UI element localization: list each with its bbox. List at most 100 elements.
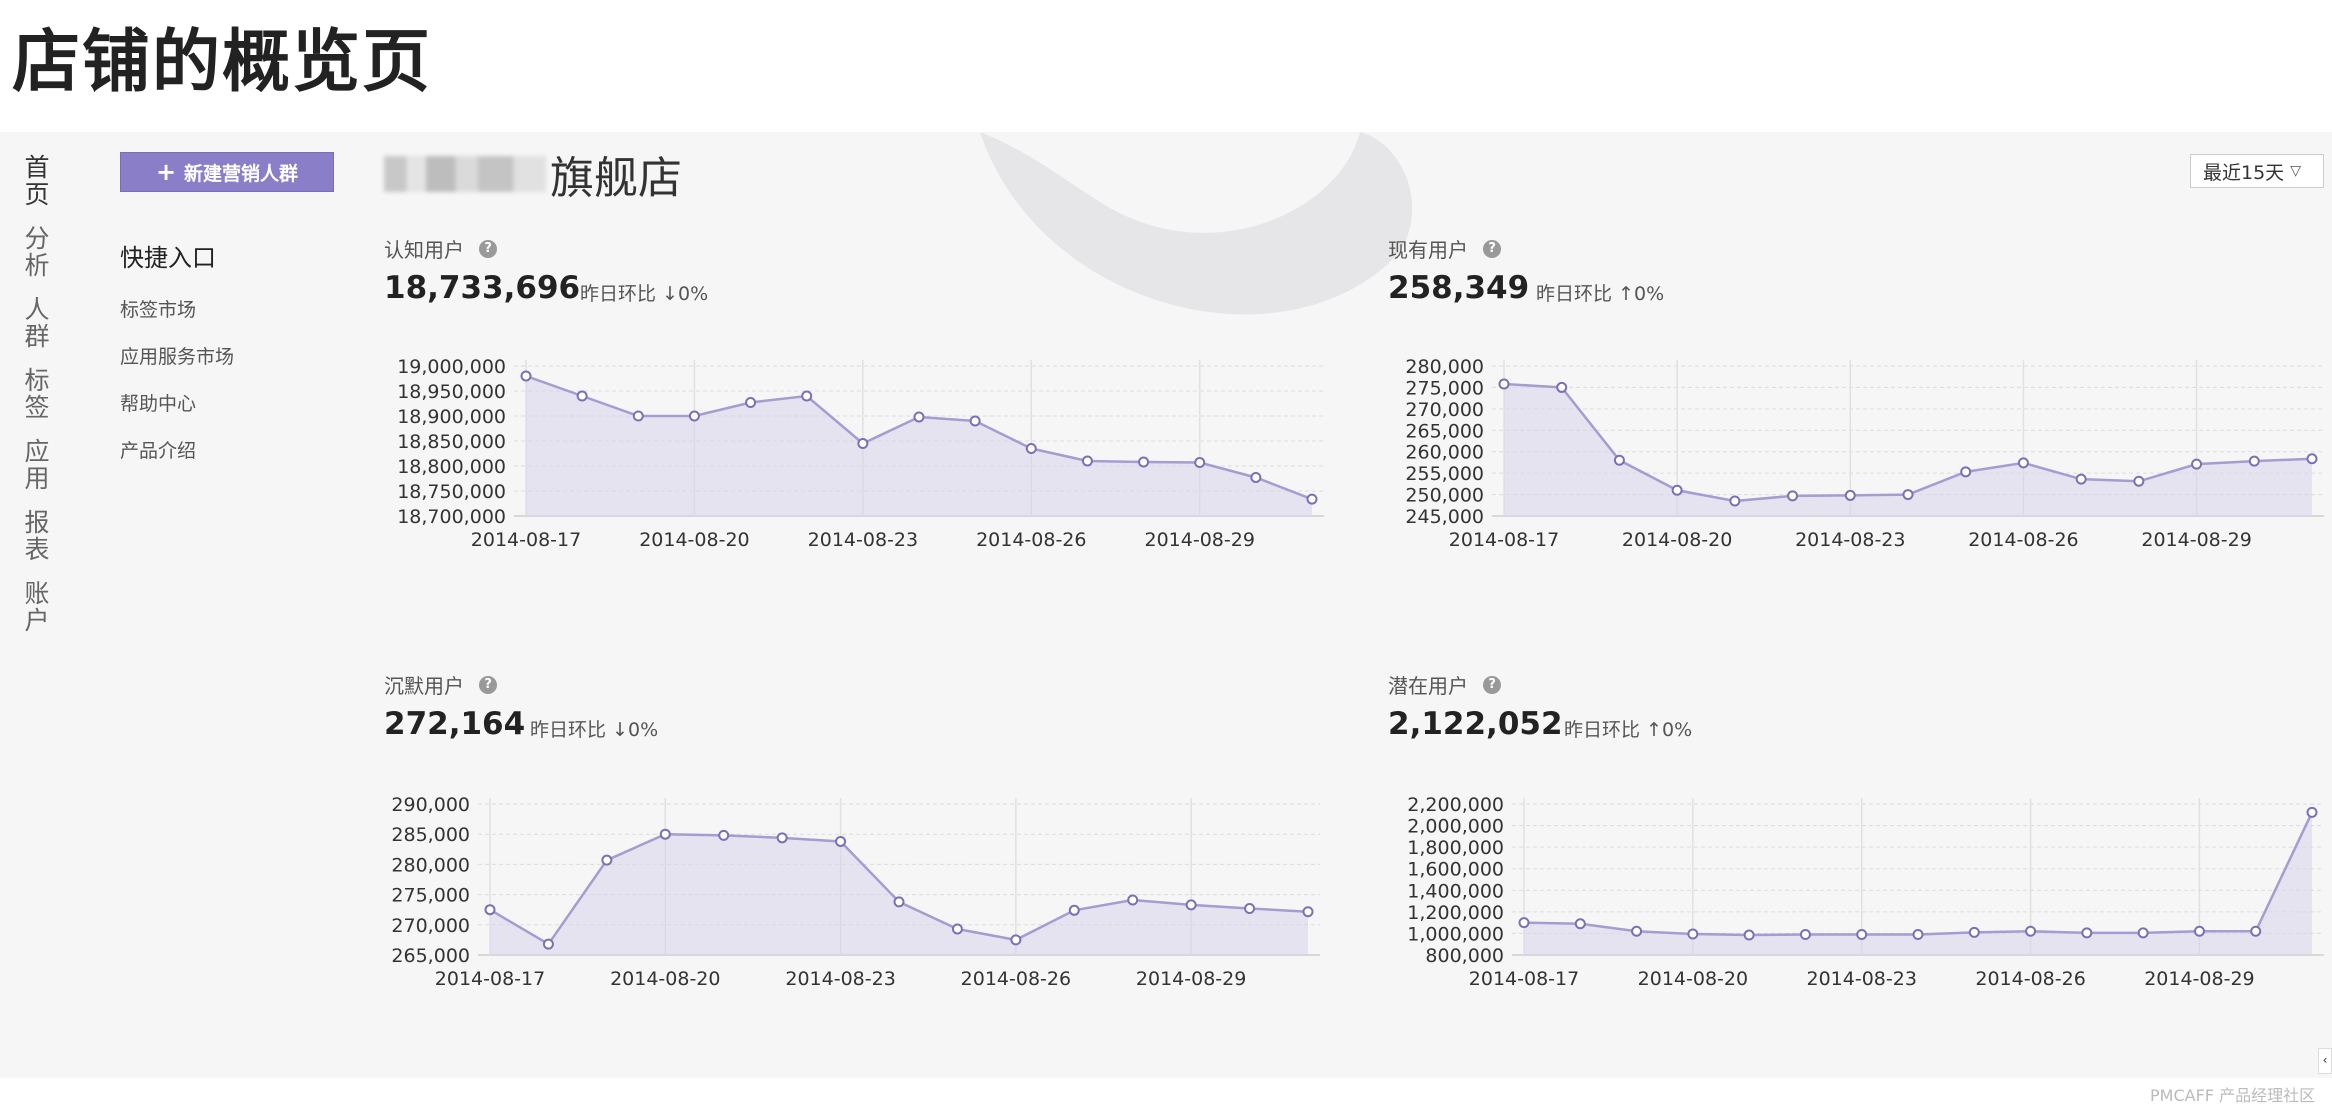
data-point [2137, 927, 2149, 939]
data-point [1556, 381, 1568, 393]
compare-label: 昨日环比 [1536, 283, 1613, 305]
y-tick-label: 275,000 [1405, 377, 1484, 399]
panel-title: 沉默用户 [384, 674, 464, 698]
help-icon[interactable]: ? [1483, 239, 1502, 258]
help-icon[interactable]: ? [479, 675, 498, 694]
data-point [1498, 378, 1510, 390]
x-tick-label: 2014-08-29 [1145, 529, 1255, 551]
side-panel-handle[interactable]: ‹ [2318, 1048, 2332, 1074]
data-point [2081, 927, 2093, 939]
x-tick-label: 2014-08-17 [1469, 968, 1579, 990]
data-point [632, 410, 644, 422]
nav-item-crowd[interactable]: 人群 [24, 295, 50, 351]
y-tick-label: 255,000 [1405, 463, 1484, 485]
data-point [688, 410, 700, 422]
quick-entry: 快捷入口 标签市场 应用服务市场 帮助中心 产品介绍 [120, 238, 320, 483]
data-point [2248, 455, 2260, 467]
y-tick-label: 18,700,000 [397, 506, 506, 528]
data-point [1912, 929, 1924, 941]
data-point [659, 828, 671, 840]
period-select[interactable]: 最近15天 ▽ [2190, 154, 2324, 188]
chevron-down-icon: ▽ [2290, 163, 2301, 179]
series-area [490, 834, 1308, 955]
data-point [1194, 457, 1206, 468]
y-tick-label: 19,000,000 [397, 356, 506, 378]
series-area [1504, 384, 2312, 516]
series-line [1523, 811, 2314, 937]
y-tick-label: 270,000 [391, 915, 470, 937]
quick-entry-title: 快捷入口 [120, 244, 216, 272]
quick-link-help-center[interactable]: 帮助中心 [120, 393, 197, 415]
data-point [1518, 917, 1530, 929]
help-icon[interactable]: ? [479, 239, 498, 258]
new-marketing-crowd-button[interactable]: + 新建营销人群 [120, 152, 334, 192]
data-point [1799, 929, 1811, 941]
panel-aware-users: 认知用户 ? 18,733,696 昨日环比 ↓0% 19,000,000 18,… [384, 234, 1324, 674]
data-point [1068, 904, 1080, 916]
data-point [2306, 806, 2318, 818]
panel-title: 认知用户 [384, 238, 464, 262]
nav-item-analysis[interactable]: 分析 [24, 224, 50, 280]
series-area [1524, 812, 2312, 955]
x-tick-label: 2014-08-17 [471, 529, 581, 551]
y-tick-label: 285,000 [391, 824, 470, 846]
x-tick-label: 2014-08-26 [961, 968, 1071, 990]
compare-label: 昨日环比 [1564, 719, 1641, 741]
data-point [1960, 466, 1972, 478]
x-tick-label: 2014-08-23 [1795, 529, 1905, 551]
nav-item-home[interactable]: 首页 [24, 153, 50, 209]
compare-label: 昨日环比 [580, 283, 657, 305]
data-point [857, 438, 869, 449]
y-tick-label: 265,000 [391, 945, 470, 967]
panel-value: 272,164 [384, 706, 526, 742]
y-tick-label: 270,000 [1405, 399, 1484, 421]
data-point [1743, 929, 1755, 941]
y-tick-label: 265,000 [1405, 420, 1484, 442]
panel-silent-users: 沉默用户 ? 272,164 昨日环比 ↓0% 290,000 285,000 28… [384, 670, 1324, 1078]
nav-item-apps[interactable]: 应用 [24, 437, 50, 493]
data-point [1631, 925, 1643, 937]
panel-current-users: 现有用户 ? 258,349 昨日环比 ↑0% 280,000 275,000 27… [1388, 234, 2328, 674]
x-tick-label: 2014-08-17 [1449, 529, 1559, 551]
x-tick-label: 2014-08-23 [785, 968, 895, 990]
y-tick-label: 280,000 [391, 854, 470, 876]
data-point [2017, 457, 2029, 469]
store-name-blurred [384, 156, 546, 192]
data-point [1306, 493, 1318, 505]
panel-compare: 昨日环比 ↑0% [1536, 279, 1664, 306]
x-tick-label: 2014-08-26 [1975, 968, 2085, 990]
page-title: 店铺的概览页 [12, 23, 433, 102]
background-decoration [980, 132, 1413, 315]
quick-link-product-intro[interactable]: 产品介绍 [120, 440, 197, 462]
x-tick-label: 2014-08-20 [610, 968, 720, 990]
data-point [969, 415, 981, 427]
quick-link-app-market[interactable]: 应用服务市场 [120, 346, 235, 368]
y-tick-label: 1,600,000 [1407, 859, 1504, 881]
data-point [1025, 443, 1037, 454]
line-chart-aware-users: 19,000,000 18,950,000 18,900,000 18,850,000… [397, 356, 1324, 551]
data-point [1244, 902, 1256, 914]
y-tick-label: 18,750,000 [397, 481, 506, 503]
x-tick-label: 2014-08-20 [1622, 529, 1732, 551]
compare-value: ↓0% [612, 719, 659, 741]
data-point [745, 397, 757, 408]
data-point [1574, 918, 1586, 930]
nav-item-reports[interactable]: 报表 [24, 508, 50, 564]
data-point [1844, 489, 1856, 501]
data-point [801, 390, 813, 402]
nav-item-account[interactable]: 账户 [24, 579, 50, 635]
nav-item-tags[interactable]: 标签 [24, 366, 50, 422]
data-point [2250, 925, 2262, 937]
data-point [2075, 473, 2087, 485]
quick-link-tag-market[interactable]: 标签市场 [120, 299, 197, 321]
data-point [1010, 934, 1022, 946]
help-icon[interactable]: ? [1483, 675, 1502, 694]
data-point [601, 854, 613, 866]
compare-value: ↑0% [1646, 719, 1693, 741]
data-point [951, 923, 963, 935]
panel-compare: 昨日环比 ↓0% [580, 279, 708, 306]
x-tick-label: 2014-08-20 [1638, 968, 1748, 990]
y-tick-label: 2,000,000 [1407, 816, 1504, 838]
compare-value: ↑0% [1618, 283, 1665, 305]
panel-title: 潜在用户 [1388, 674, 1468, 698]
